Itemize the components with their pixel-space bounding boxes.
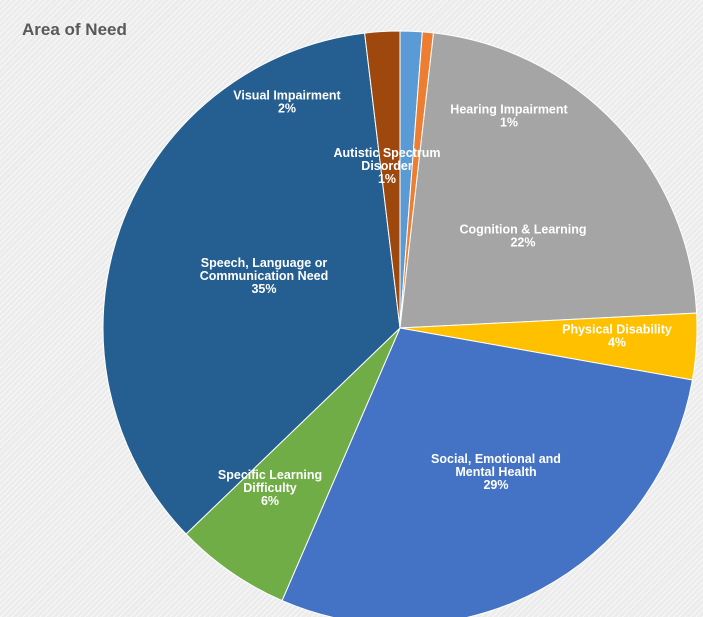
data-label-percent: 35% (251, 282, 276, 296)
pie-slice-specific-learning-difficulty (185, 327, 401, 602)
pie-slice-social-emotional-and-mental-health (281, 327, 694, 617)
data-label-category: Mental Health (455, 465, 536, 479)
data-label-percent: 29% (483, 478, 508, 492)
data-label-category: Difficulty (243, 481, 297, 495)
data-label-category: Social, Emotional and (431, 452, 561, 466)
data-label-category: Speech, Language or (201, 256, 328, 270)
data-label-percent: 22% (510, 236, 535, 250)
data-label-percent: 1% (500, 116, 518, 130)
data-label-percent: 2% (278, 102, 296, 116)
data-label-category: Communication Need (200, 269, 329, 283)
data-label-category: Disorder (361, 159, 413, 173)
pie-slice-cognition-learning (399, 32, 698, 329)
data-label-category: Cognition & Learning (459, 223, 586, 237)
data-label-category: Specific Learning (218, 468, 322, 482)
data-label-category: Visual Impairment (233, 89, 341, 103)
data-label-percent: 1% (378, 172, 396, 186)
data-label-category: Hearing Impairment (450, 103, 568, 117)
data-label-category: Physical Disability (562, 323, 672, 337)
pie-slice-visual-impairment (364, 30, 401, 329)
data-label-category: Autistic Spectrum (334, 146, 441, 160)
pie-slice-speech-language-or-communication-need (102, 32, 401, 535)
data-label-percent: 6% (261, 494, 279, 508)
data-label-percent: 4% (608, 336, 626, 350)
chart-title: Area of Need (22, 20, 127, 39)
